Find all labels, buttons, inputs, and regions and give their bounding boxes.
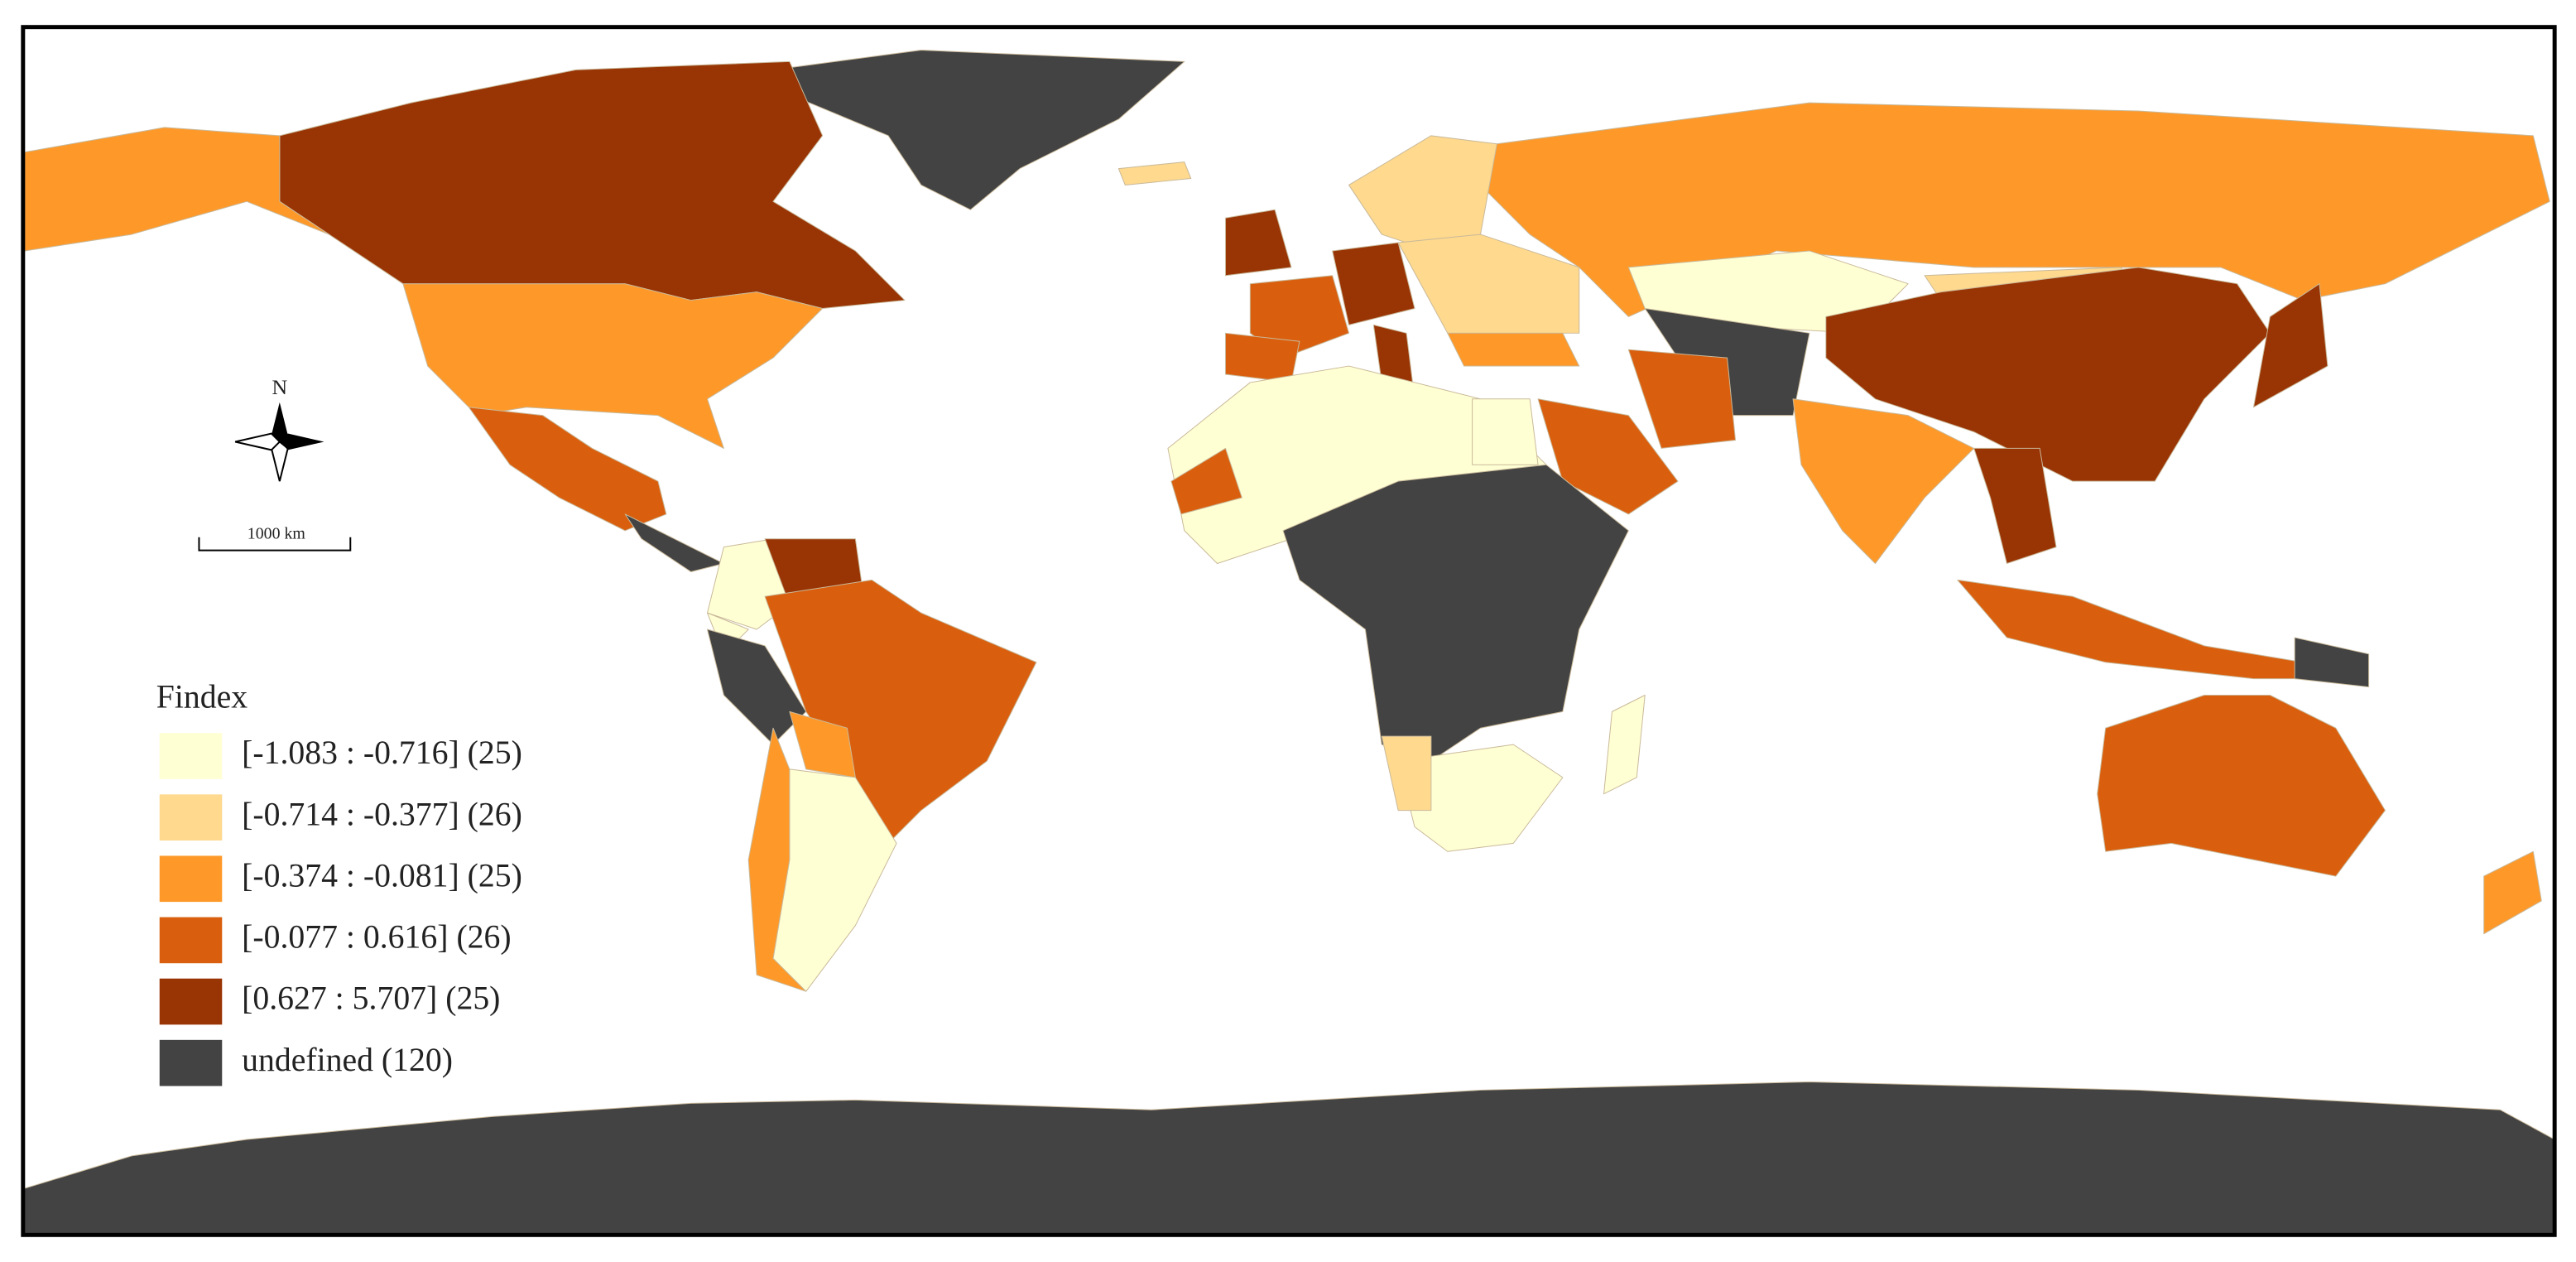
- country: [1282, 464, 1629, 762]
- legend-label: [-1.083 : -0.716] (25): [242, 735, 522, 771]
- compass-label: N: [272, 375, 288, 399]
- country: [1170, 447, 1242, 515]
- country: [1224, 332, 1300, 383]
- legend-swatch: [159, 733, 223, 779]
- legend-swatch: [159, 794, 223, 841]
- country: [624, 513, 724, 572]
- country: [1332, 242, 1415, 325]
- legend-swatch: [159, 978, 223, 1025]
- country: [24, 127, 329, 252]
- country: [1381, 735, 1432, 812]
- country: [279, 60, 906, 309]
- country: [1249, 275, 1350, 359]
- legend-label: undefined (120): [242, 1042, 453, 1078]
- compass: N: [234, 375, 324, 482]
- land: [22, 50, 2555, 1236]
- country: [747, 727, 807, 992]
- country: [1472, 398, 1539, 465]
- country: [468, 407, 667, 532]
- compass-needle: [279, 433, 324, 450]
- country: [1397, 234, 1580, 334]
- country: [1447, 332, 1580, 367]
- legend-swatch: [159, 855, 223, 903]
- country: [1117, 161, 1192, 185]
- legend-title: Findex: [156, 679, 248, 715]
- country: [1792, 398, 1975, 565]
- frame: [21, 25, 2557, 1237]
- scale-line: [198, 537, 352, 552]
- country: [2294, 637, 2370, 688]
- country: [2097, 695, 2386, 877]
- country: [2253, 283, 2328, 408]
- country: [1537, 398, 1679, 515]
- country: [1973, 447, 2057, 565]
- legend-label: [0.627 : 5.707] (25): [242, 980, 500, 1017]
- country: [1627, 349, 1737, 449]
- country: [1397, 744, 1564, 852]
- legend: Findex [-1.083 : -0.716] (25) [-0.714 : -…: [156, 679, 522, 1086]
- country: [2483, 850, 2542, 935]
- legend-swatch: [159, 1039, 223, 1086]
- scale-label: 1000 km: [248, 525, 306, 543]
- compass-needle: [271, 402, 288, 442]
- country: [1224, 209, 1292, 277]
- legend-label: [-0.077 : 0.616] (26): [242, 919, 512, 956]
- legend-label: [-0.714 : -0.377] (26): [242, 796, 522, 832]
- country: [707, 629, 807, 745]
- legend-swatch: [159, 917, 223, 964]
- legend-label: [-0.374 : -0.081] (25): [242, 857, 522, 894]
- scale-bar: 1000 km: [198, 525, 352, 552]
- country: [1603, 695, 1646, 795]
- country: [772, 50, 1185, 210]
- country: [1825, 267, 2271, 482]
